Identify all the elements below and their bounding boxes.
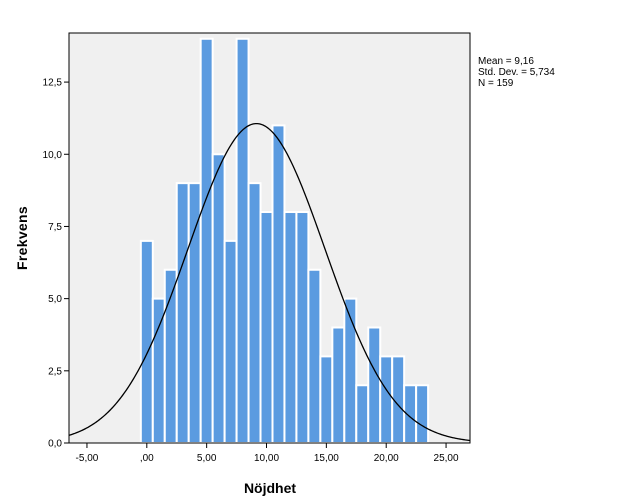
histogram-bar xyxy=(295,211,310,444)
normal-curve-line xyxy=(68,122,471,442)
y-tick-label: 7,5 xyxy=(48,222,62,233)
x-axis-label: Nöjdhet xyxy=(243,480,297,496)
histogram-bar xyxy=(283,211,298,444)
histogram-bar xyxy=(355,384,370,444)
stat-std-dev: Std. Dev. = 5,734 xyxy=(478,67,555,78)
stat-n: N = 159 xyxy=(478,78,514,89)
stats-box: Mean = 9,16 Std. Dev. = 5,734 N = 159 xyxy=(478,56,555,89)
histogram-bar xyxy=(319,355,334,444)
histogram-bar xyxy=(271,124,286,444)
x-tick-label: -5,00 xyxy=(76,453,99,464)
histogram-bar xyxy=(379,355,394,444)
histogram-bar xyxy=(151,297,166,444)
x-tick-label: ,00 xyxy=(140,453,154,464)
x-tick-label: 5,00 xyxy=(197,453,217,464)
histogram-bar xyxy=(367,326,382,445)
histogram-bar xyxy=(331,326,346,445)
x-tick-label: 25,00 xyxy=(434,453,459,464)
histogram-bar xyxy=(199,37,214,444)
histogram-bar xyxy=(343,297,358,444)
y-tick-label: 12,5 xyxy=(43,78,63,89)
histogram-bar xyxy=(247,182,262,444)
stat-mean: Mean = 9,16 xyxy=(478,56,534,67)
x-tick-label: 20,00 xyxy=(374,453,399,464)
histogram-bar xyxy=(259,211,274,444)
y-axis-label: Frekvens xyxy=(14,206,30,270)
histogram-bar xyxy=(139,239,154,444)
histogram-bar xyxy=(223,239,238,444)
y-tick-label: 10,0 xyxy=(43,150,63,161)
histogram-bar xyxy=(415,384,430,444)
y-tick-label: 0,0 xyxy=(48,439,62,450)
y-tick-label: 2,5 xyxy=(48,366,62,377)
x-tick-label: 15,00 xyxy=(314,453,339,464)
histogram-bar xyxy=(235,37,250,444)
histogram-bar xyxy=(211,153,226,444)
y-tick-label: 5,0 xyxy=(48,294,62,305)
x-tick-label: 10,00 xyxy=(254,453,279,464)
histogram-bar xyxy=(187,182,202,444)
plot-frame xyxy=(68,32,471,444)
histogram-bar xyxy=(175,182,190,444)
histogram-bar xyxy=(307,268,322,444)
histogram-bar xyxy=(403,384,418,444)
